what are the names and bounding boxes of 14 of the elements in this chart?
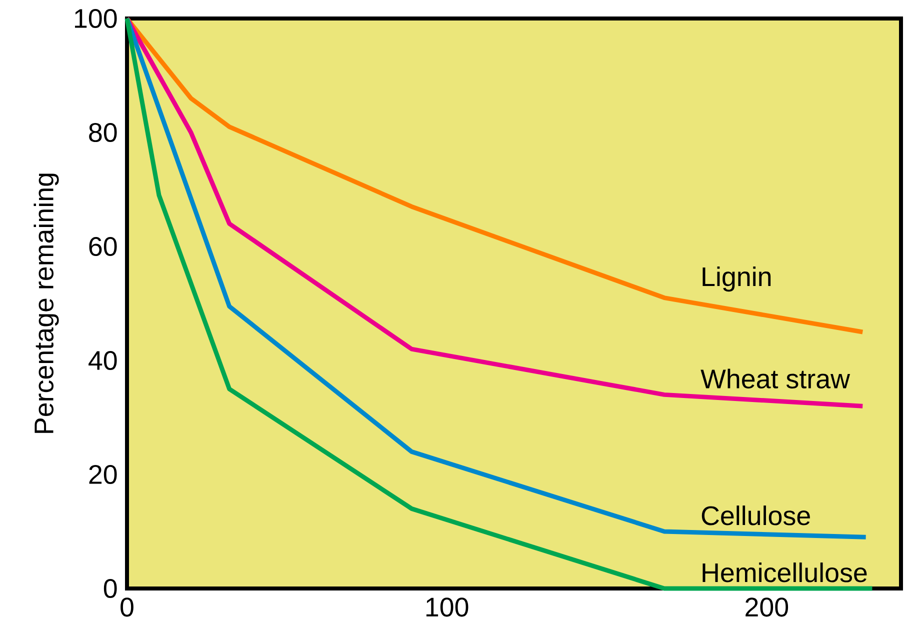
series-label: Lignin xyxy=(702,266,771,292)
x-tick-label: 0 xyxy=(120,597,134,616)
y-tick-label: 20 xyxy=(89,464,117,484)
y-tick-label: 40 xyxy=(88,350,117,370)
series-label: Cellulose xyxy=(702,505,810,526)
y-axis-title: Percentage remaining xyxy=(34,173,59,433)
series-label: Wheat straw xyxy=(700,368,850,388)
series-label: Hemicellulose xyxy=(702,562,867,582)
y-tick-label: 60 xyxy=(89,236,117,256)
x-tick-label: 100 xyxy=(426,597,468,616)
y-tick-label: 80 xyxy=(89,122,117,142)
y-tick-label: 100 xyxy=(75,8,117,28)
y-tick-label: 0 xyxy=(104,578,117,598)
x-tick-label: 200 xyxy=(746,597,788,616)
